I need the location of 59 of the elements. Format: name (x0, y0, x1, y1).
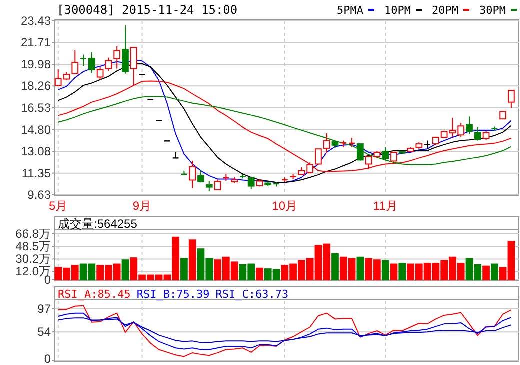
candlestick (80, 54, 88, 67)
candlestick (88, 52, 96, 74)
line-series (58, 96, 512, 166)
y-tick-label: 23.43 (20, 14, 52, 28)
candlestick (356, 144, 364, 162)
bar (180, 258, 188, 280)
candlestick (365, 156, 372, 170)
y-tick-label: 97 (38, 302, 52, 316)
y-tick-label: 16.53 (20, 101, 52, 115)
bar (356, 256, 364, 280)
candlestick (508, 90, 515, 108)
y-tick-label: 30.2万 (16, 252, 51, 266)
bar (256, 268, 264, 280)
y-tick-label: 21.71 (20, 36, 52, 50)
bar (382, 260, 390, 280)
legend-label: 5PMA (337, 4, 364, 17)
candlestick (474, 126, 482, 142)
legend-label: 20PM (432, 4, 459, 17)
candlestick (198, 170, 204, 184)
bar (390, 264, 398, 280)
candlestick (206, 180, 213, 192)
x-tick-label: 9月 (132, 199, 152, 213)
bar (482, 266, 490, 280)
candlestick (96, 66, 104, 80)
candlestick (105, 57, 112, 72)
candlestick (248, 177, 255, 190)
x-tick-label: 11月 (373, 199, 398, 213)
candlestick (114, 46, 121, 70)
y-tick-label: 9.63 (28, 188, 52, 202)
bar (188, 240, 196, 280)
candlestick (189, 160, 196, 189)
line-series (58, 318, 512, 344)
y-tick-label: 66.8万 (16, 227, 51, 241)
bar (122, 260, 130, 280)
line-series (58, 312, 512, 350)
legend: RSI_A:85.45 RSI_B:75.39 RSI_C:63.73 (58, 288, 289, 301)
candlestick (466, 116, 473, 135)
candlestick (122, 24, 129, 74)
y-tick-label: 0 (44, 352, 52, 365)
legend-label: 30PM (480, 4, 506, 17)
candlestick (390, 152, 398, 162)
x-tick-label: 5月 (49, 199, 68, 213)
chart-title: [300048] 2015-11-24 15:00 (57, 3, 238, 17)
x-tick-label: 10月 (272, 199, 298, 213)
bar (490, 264, 498, 280)
bar (398, 263, 406, 280)
y-tick-label: 14.80 (20, 122, 52, 137)
candlestick (214, 179, 222, 190)
y-tick-label: 48.5万 (16, 240, 51, 254)
y-tick-label: 11.35 (22, 166, 52, 180)
y-tick-label: 13.08 (20, 144, 52, 158)
candlestick (382, 146, 390, 162)
chart-title: 成交量:564255 (58, 217, 138, 231)
y-tick-label: 19.98 (20, 58, 52, 72)
legend-label: 10PM (384, 4, 412, 17)
y-tick-label: 18.26 (20, 79, 52, 94)
bar (332, 253, 339, 280)
line-series (58, 305, 512, 358)
y-tick-label: 54 (38, 325, 52, 340)
